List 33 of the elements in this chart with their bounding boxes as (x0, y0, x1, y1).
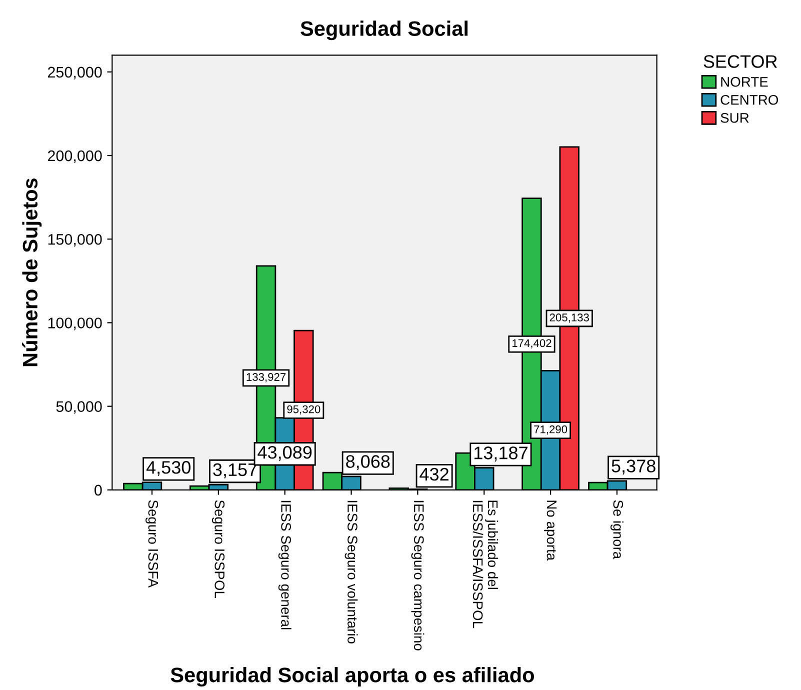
y-axis-title: Número de Sujetos (22, 178, 42, 366)
x-tick-label: IESS Seguro campesino (411, 500, 424, 650)
y-tick-label: 250,000 (48, 66, 102, 80)
x-tick-label: Es jubilado del IESS/ISSFA/ISSPOL (472, 500, 498, 628)
data-label: 133,927 (246, 373, 286, 382)
x-tick-label: Seguro ISSFA (146, 500, 158, 588)
x-axis-title: Seguridad Social aporta o es afiliado (170, 667, 534, 687)
x-tick-label: Se ignora (610, 500, 624, 560)
legend-title: SECTOR (704, 55, 777, 68)
legend-label: SUR (720, 112, 749, 123)
data-label: 4,530 (146, 461, 190, 476)
data-label: 3,157 (213, 463, 257, 478)
data-label: 205,133 (550, 314, 589, 323)
y-tick-label: 200,000 (48, 150, 102, 164)
x-tick-label: IESS Seguro general (278, 500, 292, 630)
data-label: 95,320 (287, 405, 320, 415)
x-tick-label: No aporta (544, 500, 557, 561)
y-tick-label: 0 (94, 484, 102, 496)
data-label: 432 (420, 468, 448, 481)
data-label: 5,378 (612, 460, 656, 475)
legend-label: CENTRO (720, 94, 778, 105)
x-tick-label: Seguro ISSPOL (212, 500, 225, 598)
data-label: 8,068 (346, 455, 390, 470)
y-tick-label: 50,000 (56, 401, 102, 414)
x-tick-label: IESS Seguro voluntario (344, 500, 358, 644)
data-label: 43,089 (258, 446, 312, 461)
data-label: 174,402 (512, 339, 552, 348)
y-tick-label: 100,000 (48, 318, 102, 330)
legend-label: NORTE (721, 76, 768, 87)
y-tick-label: 150,000 (48, 234, 102, 247)
chart-title: Seguridad Social (300, 20, 468, 40)
data-label: 71,290 (534, 425, 568, 435)
data-label: 13,187 (474, 446, 528, 462)
